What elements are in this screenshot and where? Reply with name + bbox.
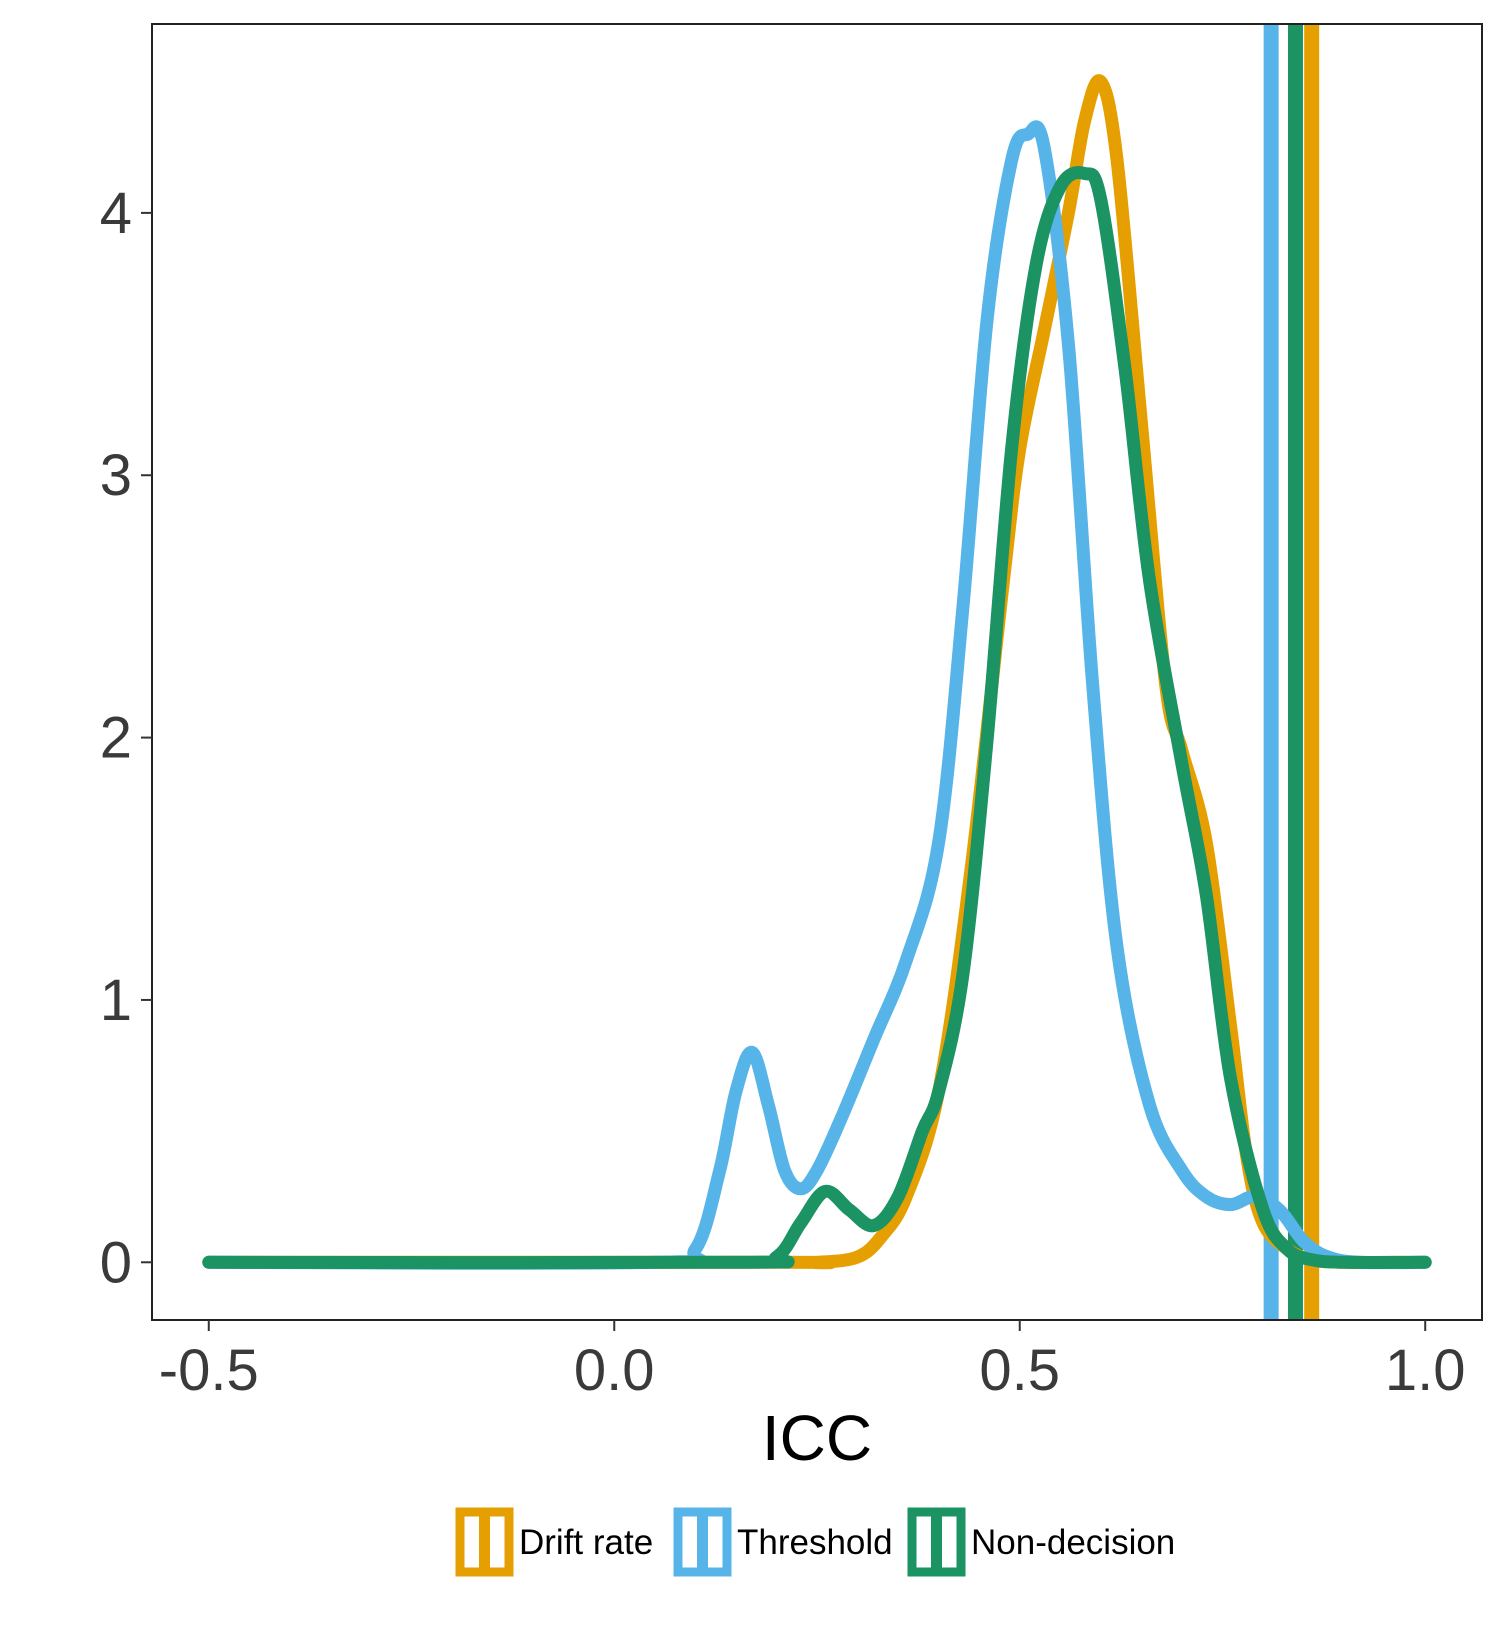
plot-layer bbox=[202, 24, 1432, 1320]
density-line-drift-rate bbox=[202, 74, 1432, 1270]
x-tick-label: 1.0 bbox=[1385, 1338, 1466, 1403]
legend-label-drift-rate: Drift rate bbox=[519, 1523, 653, 1562]
x-axis-title: ICC bbox=[762, 1402, 872, 1474]
y-tick-label: 4 bbox=[100, 181, 132, 246]
y-tick-label: 0 bbox=[100, 1230, 132, 1295]
legend-item-threshold: Threshold bbox=[673, 1507, 893, 1577]
legend-label-non-decision: Non-decision bbox=[971, 1523, 1175, 1562]
legend-label-threshold: Threshold bbox=[737, 1523, 893, 1562]
x-axis: -0.5 0.0 0.5 1.0 bbox=[159, 1320, 1466, 1403]
y-axis: 0 1 2 3 4 bbox=[100, 181, 152, 1295]
legend: Drift rate Threshold Non-decision bbox=[455, 1507, 1175, 1577]
density-line-threshold bbox=[202, 120, 1432, 1270]
x-tick-label: 0.5 bbox=[979, 1338, 1060, 1403]
density-line-non-decision bbox=[202, 166, 1432, 1270]
y-tick-label: 3 bbox=[100, 443, 132, 508]
plot-panel-border bbox=[151, 23, 1483, 1321]
y-tick-label: 1 bbox=[100, 968, 132, 1033]
x-tick-label: -0.5 bbox=[159, 1338, 259, 1403]
x-tick-label: 0.0 bbox=[574, 1338, 655, 1403]
legend-item-drift-rate: Drift rate bbox=[455, 1507, 653, 1577]
legend-item-non-decision: Non-decision bbox=[907, 1507, 1175, 1577]
y-tick-label: 2 bbox=[100, 706, 132, 771]
